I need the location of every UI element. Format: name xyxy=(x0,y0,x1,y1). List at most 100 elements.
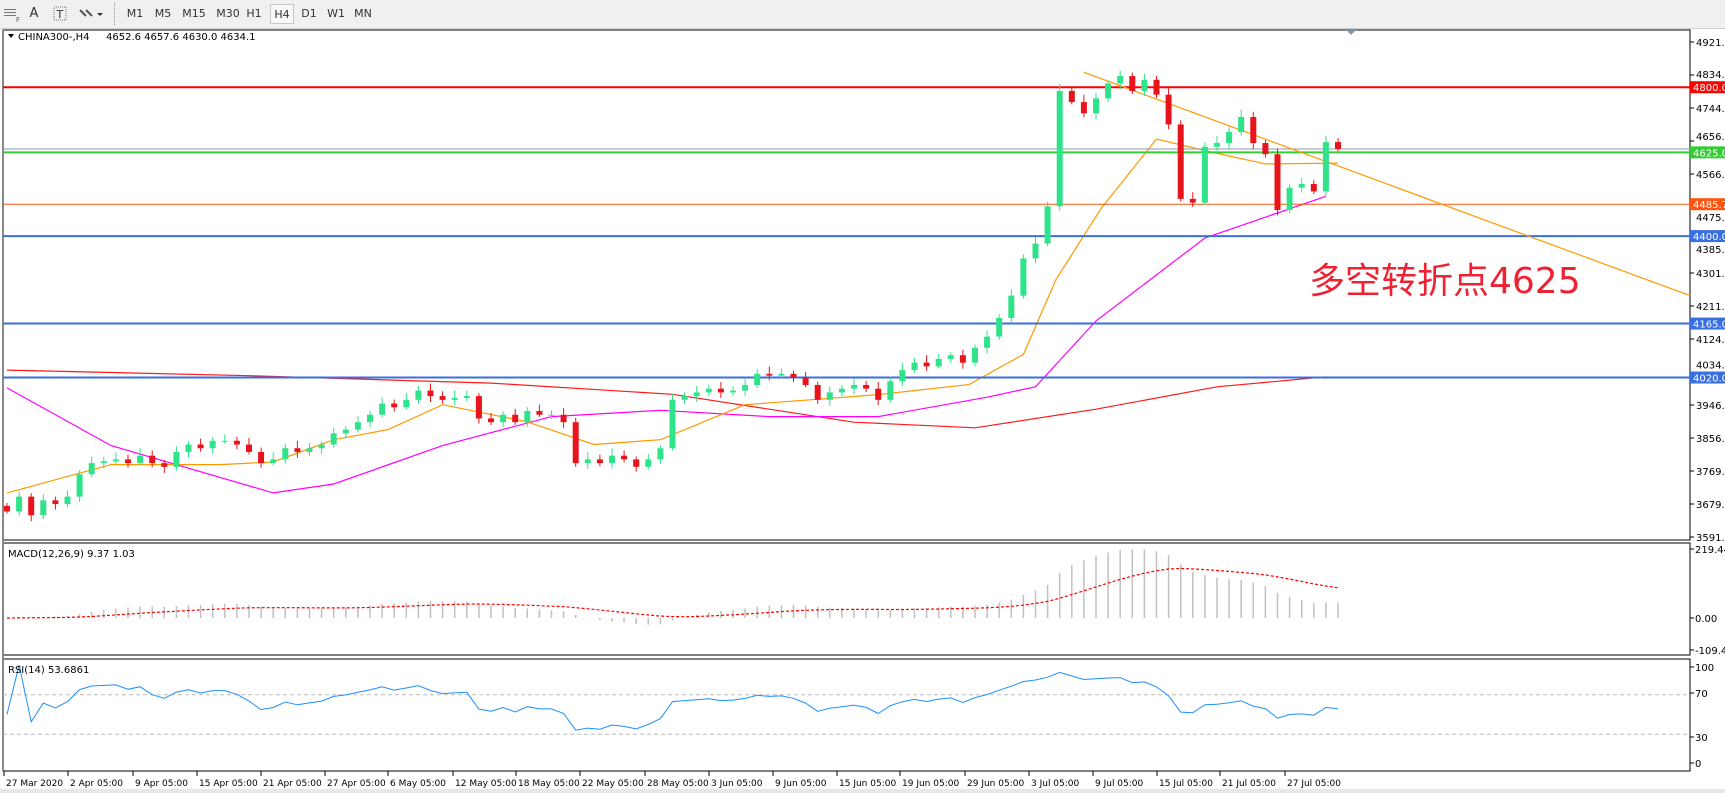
candle xyxy=(536,404,543,417)
time-axis-label: 27 Apr 05:00 xyxy=(327,779,386,789)
macd-axis-label: -109.44 xyxy=(1695,646,1725,657)
candle-body xyxy=(851,384,857,389)
text-tool-button[interactable]: A xyxy=(29,6,39,21)
candle-body xyxy=(705,388,712,393)
candle xyxy=(500,411,507,428)
candle-body xyxy=(125,459,131,464)
candle-body xyxy=(717,388,724,393)
timeframe-h1[interactable]: H1 xyxy=(246,7,262,20)
timeframe-m1[interactable]: M1 xyxy=(126,7,144,20)
candle-body xyxy=(403,399,410,408)
candle-body xyxy=(282,448,289,460)
candle xyxy=(1298,178,1305,193)
rsi-label: RSI(14) 53.6861 xyxy=(8,665,89,676)
timeframe-h4[interactable]: H4 xyxy=(270,4,294,24)
candle-body xyxy=(621,455,628,460)
candle xyxy=(391,399,398,412)
candle-body xyxy=(742,384,749,391)
timeframe-mn[interactable]: MN xyxy=(354,7,372,20)
candle-body xyxy=(863,384,870,389)
candle-body xyxy=(1226,131,1233,144)
candle-body xyxy=(826,392,833,400)
period-separators-icon[interactable]: F xyxy=(2,4,22,24)
timeframe-m15[interactable]: M15 xyxy=(182,7,206,20)
candle xyxy=(802,371,809,388)
level-label: 4485.7 xyxy=(1693,200,1725,211)
rsi-axis-label: 30 xyxy=(1695,733,1708,744)
time-axis-label: 9 Apr 05:00 xyxy=(135,779,188,789)
macd-label: MACD(12,26,9) 9.37 1.03 xyxy=(8,549,135,560)
timeframe-m5[interactable]: M5 xyxy=(154,7,172,20)
candle-body xyxy=(766,373,773,376)
price-axis-label: 3679.0 xyxy=(1696,500,1725,511)
time-axis-label: 27 Jul 05:00 xyxy=(1287,779,1341,789)
candle xyxy=(1214,135,1220,151)
drawing-tools-icon[interactable] xyxy=(76,4,104,24)
timeframe-w1[interactable]: W1 xyxy=(327,7,345,20)
candle-body xyxy=(367,414,373,423)
candle xyxy=(415,386,422,404)
candle xyxy=(1020,254,1027,299)
candle xyxy=(548,410,555,419)
candle-body xyxy=(1274,154,1281,211)
candle xyxy=(439,391,446,404)
timeframe-d1[interactable]: D1 xyxy=(301,7,317,20)
time-axis-label: 3 Jul 05:00 xyxy=(1031,779,1080,789)
candle xyxy=(52,496,59,510)
candle xyxy=(754,368,761,388)
ma-mid-line xyxy=(6,195,1327,494)
candle xyxy=(717,381,724,398)
price-axis-label: 3856.5 xyxy=(1696,434,1725,445)
candle-body xyxy=(1117,76,1124,84)
candle xyxy=(173,446,180,471)
macd-axis-label: 0.00 xyxy=(1695,614,1717,625)
candle xyxy=(560,408,567,429)
candle-body xyxy=(330,433,337,445)
candle xyxy=(875,381,882,406)
candle xyxy=(1056,83,1063,211)
candle xyxy=(959,349,966,369)
candle-body xyxy=(838,388,845,393)
candle-body xyxy=(28,496,35,516)
candle xyxy=(1129,72,1136,95)
candle xyxy=(161,460,168,473)
time-axis-label: 21 Jul 05:00 xyxy=(1222,779,1276,789)
level-label: 4400.0 xyxy=(1693,232,1725,243)
candle-body xyxy=(548,414,555,416)
level-label: 4800.0 xyxy=(1693,83,1725,94)
candle xyxy=(826,386,833,406)
candle xyxy=(88,456,95,478)
candle-body xyxy=(391,403,398,408)
candle xyxy=(64,490,71,508)
candle-body xyxy=(1201,146,1208,203)
candle-body xyxy=(161,463,168,467)
candle xyxy=(367,411,373,428)
symbol-label: CHINA300-,H4 xyxy=(18,32,90,43)
text-label-icon[interactable]: T xyxy=(50,4,70,24)
candle xyxy=(100,456,107,468)
time-axis-label: 28 May 05:00 xyxy=(647,779,709,789)
candle-body xyxy=(451,397,458,400)
candle-body xyxy=(221,440,228,442)
candle-body xyxy=(1068,90,1075,103)
candle xyxy=(28,493,35,522)
candle xyxy=(125,454,131,468)
candle xyxy=(270,452,277,466)
candle xyxy=(572,417,579,467)
candle xyxy=(911,357,918,373)
candle xyxy=(221,434,228,444)
candle-body xyxy=(415,390,422,400)
candle xyxy=(258,447,265,468)
candle-body xyxy=(500,414,507,423)
time-axis-label: 2 Apr 05:00 xyxy=(70,779,123,789)
time-axis-label: 6 May 05:00 xyxy=(390,779,446,789)
collapse-triangle-icon xyxy=(8,34,14,38)
candle xyxy=(693,386,700,403)
candle-body xyxy=(1262,143,1269,155)
candle-body xyxy=(173,451,180,467)
timeframe-m30[interactable]: M30 xyxy=(216,7,240,20)
candle-body xyxy=(899,370,906,382)
candle xyxy=(379,397,386,418)
candle-body xyxy=(1310,183,1317,192)
